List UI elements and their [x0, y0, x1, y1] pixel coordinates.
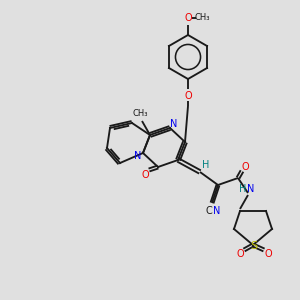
Text: O: O [184, 13, 192, 23]
Text: N: N [134, 151, 142, 161]
Text: O: O [241, 162, 249, 172]
Text: O: O [184, 91, 192, 101]
Text: S: S [250, 241, 258, 251]
Text: O: O [236, 249, 244, 259]
Text: CH₃: CH₃ [194, 14, 210, 22]
Text: N: N [247, 184, 255, 194]
Text: N: N [170, 119, 178, 129]
Text: H: H [239, 184, 247, 194]
Text: O: O [264, 249, 272, 259]
Text: CH₃: CH₃ [132, 110, 148, 118]
Text: O: O [141, 170, 149, 180]
Text: N: N [213, 206, 221, 216]
Text: C: C [206, 206, 212, 216]
Text: H: H [202, 160, 210, 170]
